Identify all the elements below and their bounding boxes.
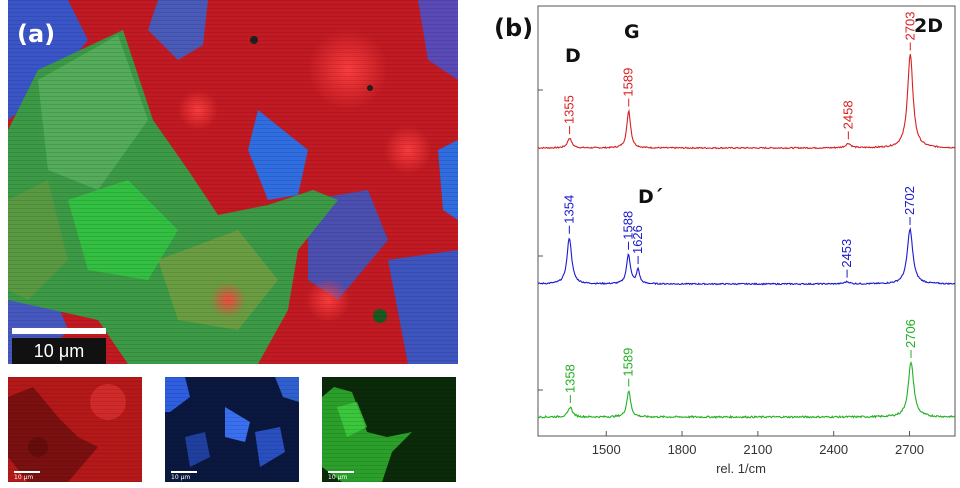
peak-label: 2706 xyxy=(903,319,918,348)
x-tick-label: 1800 xyxy=(668,442,697,457)
scale-bar-label: 10 μm xyxy=(12,338,106,364)
peak-label: 2703 xyxy=(902,12,917,41)
green-scale-bar xyxy=(328,471,354,473)
x-axis-label: rel. 1/cm xyxy=(716,461,766,476)
peak-label: 1355 xyxy=(562,95,577,124)
green-scale-label: 10 μm xyxy=(328,474,348,481)
peak-label: 2702 xyxy=(902,186,917,215)
blue-scale-bar xyxy=(171,471,197,473)
raman-composite-map xyxy=(8,0,458,364)
red-channel-image xyxy=(8,377,142,482)
band-label-2d: 2D xyxy=(914,15,943,37)
peak-label: 1354 xyxy=(561,195,576,224)
peak-label: 2453 xyxy=(839,239,854,268)
scale-bar-line xyxy=(12,328,106,334)
peak-label: 1589 xyxy=(621,348,636,377)
blue-scale-label: 10 μm xyxy=(171,474,191,481)
spectra-plot: 1500 1800 2100 2400 2700 1355 1589 2458 2703 135… xyxy=(537,5,956,476)
band-label-d: D xyxy=(565,45,581,67)
peak-label: 2458 xyxy=(840,100,855,129)
x-tick-label: 1500 xyxy=(592,442,621,457)
band-label-d-prime: D´ xyxy=(638,186,663,208)
peak-label: 1589 xyxy=(621,68,636,97)
spectrum-line xyxy=(537,54,956,150)
spectrum-line xyxy=(537,361,956,420)
peak-label: 1626 xyxy=(630,225,645,254)
x-tick-label: 2100 xyxy=(743,442,772,457)
scale-bar: 10 μm xyxy=(12,328,106,364)
composite-map-image xyxy=(8,0,458,364)
x-tick-label: 2700 xyxy=(895,442,924,457)
red-channel-map: 10 μm xyxy=(8,377,142,482)
raman-spectra-chart: 1500 1800 2100 2400 2700 1355 1589 2458 2703 135… xyxy=(505,0,960,488)
peak-label: 1358 xyxy=(562,364,577,393)
peak-label: 1588 xyxy=(620,211,635,240)
green-channel-map: 10 μm xyxy=(322,377,456,482)
green-channel-image xyxy=(322,377,456,482)
blue-channel-map: 10 μm xyxy=(165,377,299,482)
plot-frame xyxy=(537,5,956,437)
panel-b-label: (b) xyxy=(494,14,534,42)
spectrum-line xyxy=(537,226,956,286)
red-scale-label: 10 μm xyxy=(14,474,34,481)
x-tick-label: 2400 xyxy=(819,442,848,457)
band-label-g: G xyxy=(624,21,640,43)
blue-channel-image xyxy=(165,377,299,482)
red-scale-bar xyxy=(14,471,40,473)
panel-a-label: (a) xyxy=(17,20,56,48)
